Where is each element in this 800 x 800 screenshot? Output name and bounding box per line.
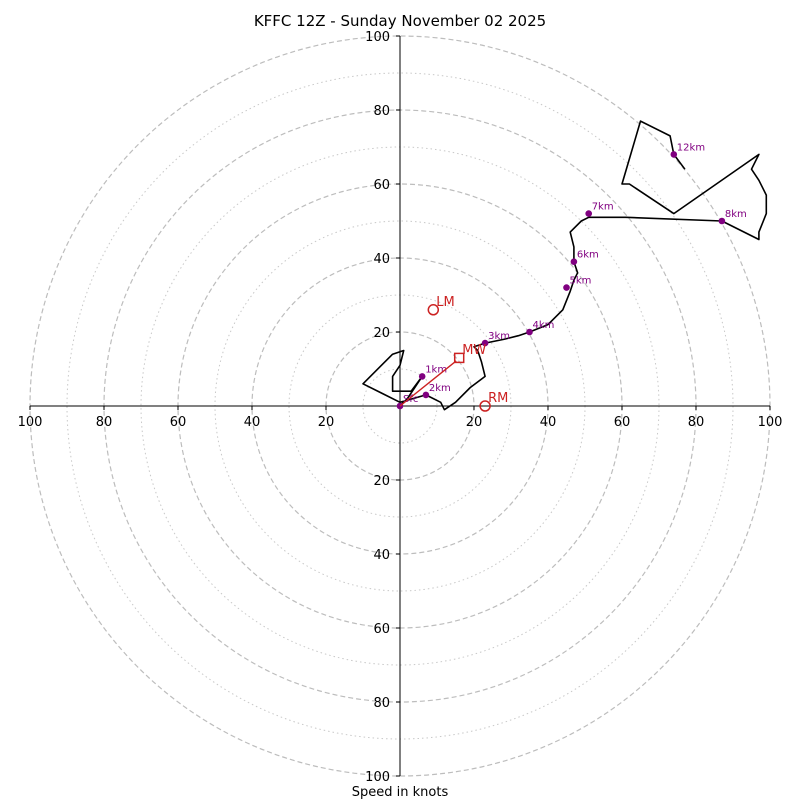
storm-motion-marker-rm (479, 400, 491, 412)
x-tick-label-pos-40: 40 (540, 415, 557, 430)
mean-wind-marker (453, 352, 465, 364)
y-tick-label-neg-40: 40 (373, 548, 390, 563)
height-marker-4km (526, 328, 533, 336)
tick-labels: 20 20 20 20 40 40 40 40 60 60 60 60 80 80 80 80 100 100 10… (18, 30, 783, 785)
height-label-12km: 12km (677, 142, 705, 153)
y-tick-label-pos-20: 20 (373, 326, 390, 341)
height-marker-7km (585, 210, 592, 217)
y-tick-label-pos-40: 40 (373, 252, 390, 267)
height-label-1km: 1km (425, 364, 447, 375)
height-marker-3km (481, 339, 489, 347)
hodograph-trace (362, 120, 768, 411)
storm-motion-label-lm: LM (436, 295, 454, 310)
y-tick-label-pos-60: 60 (373, 178, 390, 193)
height-label-3km: 3km (488, 331, 510, 342)
mean-wind-arrow (399, 360, 457, 407)
hodograph-line (362, 120, 768, 411)
height-label-6km: 6km (577, 250, 599, 261)
x-tick-label-pos-80: 80 (688, 415, 705, 430)
mean-wind-label: MW (462, 343, 486, 358)
height-marker-5km (563, 284, 570, 291)
x-tick-label-neg-40: 40 (244, 415, 261, 430)
height-marker-6km (570, 258, 578, 266)
x-tick-label-neg-100: 100 (18, 415, 43, 430)
height-marker-2km (422, 391, 430, 399)
x-tick-label-pos-100: 100 (758, 415, 783, 430)
storm-motion-marker-lm (427, 304, 440, 316)
x-axis-label: Speed in knots (352, 785, 449, 800)
y-tick-label-neg-100: 100 (365, 770, 390, 785)
height-label-4km: 4km (533, 320, 555, 331)
chart-title: KFFC 12Z - Sunday November 02 2025 (254, 12, 546, 30)
x-tick-label-pos-20: 20 (466, 415, 483, 430)
height-markers: Sfc 1km 2km 3km 4km 5km 6km 7km 8km 12km (396, 142, 747, 410)
height-label-8km: 8km (725, 209, 747, 220)
x-tick-label-neg-20: 20 (318, 415, 335, 430)
height-label-5km: 5km (570, 276, 592, 287)
height-label-sfc: Sfc (403, 394, 418, 405)
x-tick-label-neg-60: 60 (170, 415, 187, 430)
y-tick-label-pos-100: 100 (365, 30, 390, 45)
storm-motion-markers: LM RM MW (399, 295, 508, 412)
y-tick-label-pos-80: 80 (373, 104, 390, 119)
height-label-2km: 2km (429, 383, 451, 394)
y-tick-label-neg-60: 60 (373, 622, 390, 637)
height-marker-12km (670, 151, 678, 158)
y-tick-label-neg-20: 20 (373, 474, 390, 489)
height-label-7km: 7km (592, 202, 614, 213)
y-tick-label-neg-80: 80 (373, 696, 390, 711)
storm-motion-label-rm: RM (488, 391, 508, 406)
height-marker-1km (418, 373, 426, 380)
x-tick-label-neg-80: 80 (96, 415, 113, 430)
height-marker-8km (718, 217, 726, 225)
x-tick-label-pos-60: 60 (614, 415, 631, 430)
